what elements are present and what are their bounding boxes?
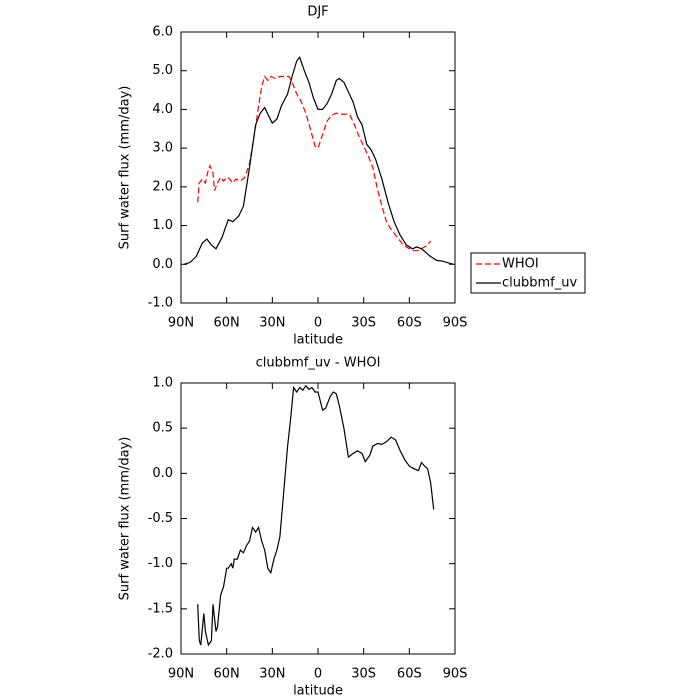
panel: -1.0 0.0 1.0 2.0 3.0 4.0 5.0 6.0 90N 60N 30N 0 30S 60… [118,5,586,348]
legend-label: clubbmf_uv [502,276,577,291]
legend-box [470,252,586,294]
x-axis-label: latitude [293,333,343,348]
x-tick-label: 90N [168,316,194,331]
y-tick-label: 2.0 [152,179,173,194]
data-line [197,384,435,647]
chart-title: clubbmf_uv - WHOI [256,356,381,371]
data-line [183,55,454,265]
y-tick-label: 0.0 [152,257,173,272]
x-tick-label: 60N [214,667,240,682]
y-tick-label: -2.0 [148,647,173,662]
x-tick-label: 0 [314,316,322,331]
y-tick-label: 0.0 [152,466,173,481]
y-tick-label: -0.5 [148,511,173,526]
plot-frame [180,31,456,304]
y-tick-label: 4.0 [152,102,173,117]
x-tick-label: 90S [443,316,468,331]
y-tick-label: 1.0 [152,376,173,391]
x-axis-label: latitude [293,684,343,699]
legend-label: WHOI [502,257,539,272]
x-tick-label: 30N [259,316,285,331]
x-tick-label: 60S [397,316,422,331]
y-tick-label: -1.0 [148,296,173,311]
y-tick-label: 5.0 [152,63,173,78]
y-tick-label: 3.0 [152,141,173,156]
x-tick-label: 30S [351,316,376,331]
y-axis-label: Surf water flux (mm/day) [118,437,133,601]
plot-frame [180,382,456,655]
x-tick-label: 30N [259,667,285,682]
y-tick-label: -1.0 [148,556,173,571]
chart-title: DJF [307,5,328,20]
y-tick-label: -1.5 [148,601,173,616]
data-line [197,75,432,252]
panel: -2.0 -1.5 -1.0 -0.5 0.0 0.5 1.0 90N 60N 30N 0 30S 60… [118,356,468,699]
x-tick-label: 30S [351,667,376,682]
y-tick-label: 0.5 [152,421,173,436]
y-tick-label: 6.0 [152,25,173,40]
y-axis-label: Surf water flux (mm/day) [118,86,133,250]
x-tick-label: 90S [443,667,468,682]
x-tick-label: 60S [397,667,422,682]
x-tick-label: 90N [168,667,194,682]
x-tick-label: 60N [214,316,240,331]
y-tick-label: 1.0 [152,218,173,233]
x-tick-label: 0 [314,667,322,682]
